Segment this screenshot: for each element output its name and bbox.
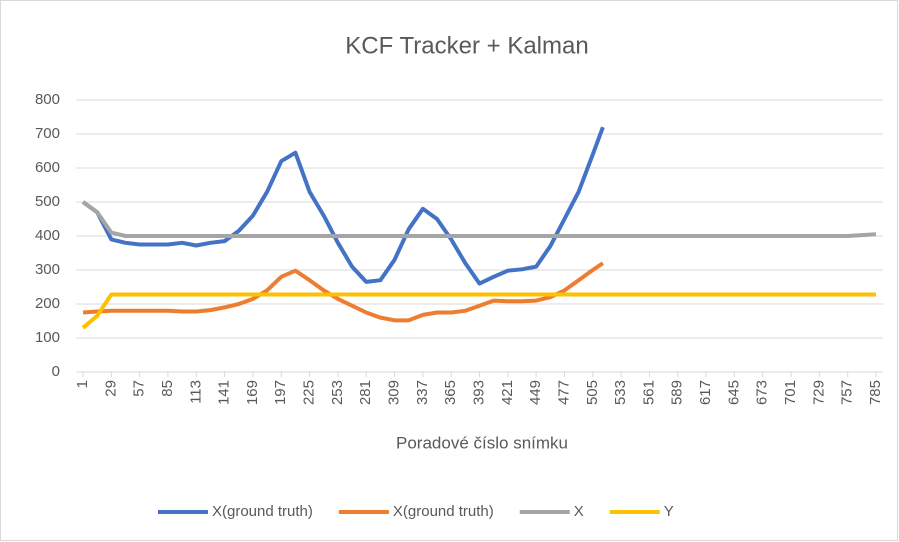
x-tick-label: 225 [301, 380, 318, 405]
series-line [81, 292, 876, 330]
legend-label: Y [664, 503, 674, 520]
y-tick-label: 600 [35, 159, 60, 176]
x-tick-label: 113 [187, 380, 204, 404]
x-tick-label: 449 [527, 380, 544, 405]
y-tick-label: 500 [35, 193, 60, 210]
x-tick-label: 393 [470, 380, 487, 405]
y-tick-label: 300 [35, 261, 60, 278]
series-line [82, 261, 605, 323]
x-axis-label: Poradové číslo snímku [396, 433, 568, 452]
x-tick-label: 729 [810, 380, 827, 405]
x-tick-label: 561 [640, 380, 657, 405]
x-tick-label: 1 [74, 380, 91, 388]
x-tick-label: 617 [697, 380, 714, 405]
x-tick-label: 57 [131, 380, 148, 397]
x-tick-label: 757 [839, 380, 856, 405]
y-tick-label: 400 [35, 227, 60, 244]
y-tick-label: 800 [35, 91, 60, 108]
legend-label: X [574, 503, 584, 520]
y-tick-label: 100 [35, 329, 60, 346]
x-tick-label: 29 [102, 380, 119, 397]
legend-label: X(ground truth) [212, 503, 313, 520]
x-tick-label: 281 [357, 380, 374, 405]
x-tick-label: 365 [442, 380, 459, 405]
x-tick-label: 589 [669, 380, 686, 405]
x-tick-label: 253 [329, 380, 346, 405]
series-line [81, 200, 877, 238]
y-tick-label: 700 [35, 125, 60, 142]
x-tick-label: 701 [782, 380, 799, 405]
x-tick-label: 645 [725, 380, 742, 405]
x-tick-label: 673 [754, 380, 771, 405]
x-tick-label: 141 [216, 380, 233, 405]
y-tick-label: 200 [35, 295, 60, 312]
x-tick-label: 309 [386, 380, 403, 405]
x-tick-label: 785 [867, 380, 884, 405]
x-tick-label: 337 [414, 380, 431, 405]
x-tick-label: 197 [272, 380, 289, 405]
y-tick-label: 0 [52, 363, 60, 380]
series-line [81, 126, 605, 286]
legend-label: X(ground truth) [393, 503, 494, 520]
x-tick-label: 533 [612, 380, 629, 405]
x-tick-label: 477 [555, 380, 572, 405]
chart-title: KCF Tracker + Kalman [345, 32, 588, 59]
x-tick-label: 169 [244, 380, 261, 405]
x-tick-label: 421 [499, 380, 516, 405]
x-tick-label: 505 [584, 380, 601, 405]
x-tick-label: 85 [159, 380, 176, 397]
